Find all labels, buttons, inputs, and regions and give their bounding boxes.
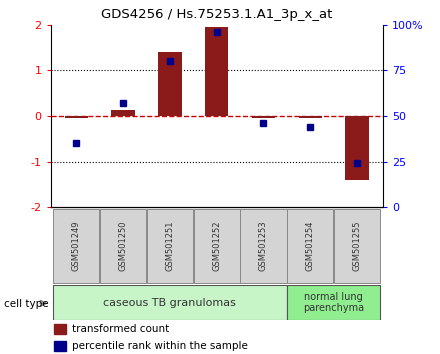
FancyBboxPatch shape bbox=[53, 285, 286, 320]
Bar bbox=[111, 110, 135, 116]
FancyBboxPatch shape bbox=[53, 209, 99, 284]
Text: GSM501254: GSM501254 bbox=[306, 221, 315, 271]
FancyBboxPatch shape bbox=[194, 209, 240, 284]
Text: cell type: cell type bbox=[4, 299, 49, 309]
Bar bbox=[65, 116, 88, 118]
Title: GDS4256 / Hs.75253.1.A1_3p_x_at: GDS4256 / Hs.75253.1.A1_3p_x_at bbox=[101, 8, 332, 21]
Bar bbox=[252, 116, 275, 118]
Text: GSM501252: GSM501252 bbox=[212, 221, 221, 271]
Bar bbox=[205, 27, 228, 116]
Bar bbox=[158, 52, 182, 116]
Text: GSM501253: GSM501253 bbox=[259, 221, 268, 272]
Text: caseous TB granulomas: caseous TB granulomas bbox=[103, 298, 236, 308]
Bar bbox=[299, 116, 322, 118]
Bar bbox=[54, 341, 66, 350]
FancyBboxPatch shape bbox=[287, 209, 334, 284]
Bar bbox=[345, 116, 369, 180]
FancyBboxPatch shape bbox=[334, 209, 380, 284]
Text: GSM501255: GSM501255 bbox=[352, 221, 362, 271]
Text: transformed count: transformed count bbox=[72, 324, 169, 334]
Text: normal lung
parenchyma: normal lung parenchyma bbox=[303, 292, 364, 314]
Bar bbox=[54, 324, 66, 334]
Text: GSM501250: GSM501250 bbox=[119, 221, 128, 271]
FancyBboxPatch shape bbox=[100, 209, 146, 284]
FancyBboxPatch shape bbox=[147, 209, 193, 284]
FancyBboxPatch shape bbox=[240, 209, 286, 284]
Text: percentile rank within the sample: percentile rank within the sample bbox=[72, 341, 248, 351]
Text: GSM501251: GSM501251 bbox=[165, 221, 174, 271]
Text: GSM501249: GSM501249 bbox=[72, 221, 81, 271]
FancyBboxPatch shape bbox=[287, 285, 380, 320]
